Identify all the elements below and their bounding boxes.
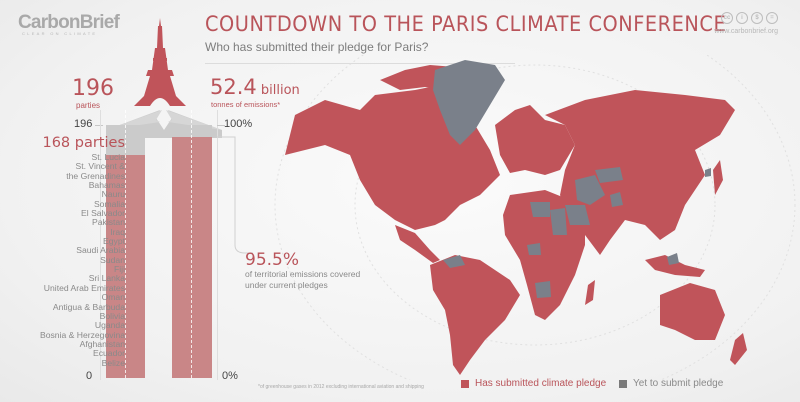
- remaining-countries-list: St. Lucia St. Vincent & the Grenadines B…: [39, 152, 125, 368]
- country-item: Bosnia & Herzegovina: [39, 329, 125, 340]
- parties-bar-centerline: [125, 110, 126, 378]
- country-item: Pakistan: [92, 217, 125, 228]
- left-axis-top: 196: [74, 118, 93, 130]
- noncommercial-icon: $: [751, 12, 763, 24]
- legend-swatch-not-submitted: [619, 379, 627, 388]
- legend-not-submitted: Yet to submit pledge: [619, 378, 723, 389]
- submitted-regions: [285, 65, 747, 375]
- left-axis-line: [100, 110, 101, 380]
- emissions-unit: billion: [256, 83, 300, 98]
- country-item: Oman: [101, 292, 125, 303]
- parties-total: 196: [72, 76, 114, 101]
- left-axis-bottom: 0: [86, 370, 93, 382]
- attribution-icon: i: [736, 12, 748, 24]
- country-item: Antigua & Barbuda: [52, 301, 125, 312]
- footnote: *of greenhouse gases in 2012 excluding i…: [258, 384, 424, 390]
- right-axis-top-tick: [217, 125, 225, 126]
- noderivs-icon: =: [766, 12, 778, 24]
- country-item: Egypt: [103, 236, 125, 247]
- country-item: Iraq: [110, 226, 125, 237]
- country-item: Afghanistan: [79, 338, 125, 349]
- page-title: COUNTDOWN TO THE PARIS CLIMATE CONFERENC…: [205, 12, 727, 36]
- world-map: [274, 55, 796, 380]
- not-submitted-regions: [433, 60, 711, 298]
- emissions-bar-remaining: [172, 125, 212, 137]
- right-axis-top: 100%: [224, 118, 253, 130]
- site-url[interactable]: www.carbonbrief.org: [714, 28, 778, 35]
- carbonbrief-logo: CarbonBrief: [18, 12, 120, 33]
- legend-swatch-submitted: [461, 379, 469, 388]
- emissions-label: tonnes of emissions*: [211, 100, 281, 109]
- covered-percentage: 95.5%: [245, 250, 300, 270]
- right-axis-bottom: 0%: [222, 370, 238, 382]
- emissions-total: 52.4 billion: [210, 75, 300, 99]
- legend-label-not-submitted: Yet to submit pledge: [633, 378, 724, 389]
- country-item: St. Lucia: [91, 152, 125, 162]
- country-item: Somalia: [93, 198, 125, 209]
- emissions-value: 52.4: [210, 75, 257, 99]
- country-item: Bolivia: [99, 310, 125, 321]
- submitted-parties-count: 168 parties: [42, 135, 125, 151]
- eiffel-tower-icon: [134, 18, 186, 106]
- country-item: Sudan: [100, 254, 125, 265]
- country-item: Fiji: [114, 264, 125, 275]
- title-divider: [205, 63, 515, 64]
- license-icons: cc i $ =: [721, 12, 778, 24]
- country-item: Bahamas: [88, 180, 125, 191]
- legend-label-submitted: Has submitted climate pledge: [475, 378, 607, 389]
- country-item: Sri Lanka: [88, 273, 125, 284]
- covered-label-line2: under current pledges: [245, 280, 328, 290]
- parties-total-label: parties: [76, 101, 101, 110]
- covered-bracket: [217, 136, 253, 254]
- covered-label-line1: of territorial emissions covered: [245, 269, 361, 279]
- country-item: St. Vincent &: [75, 161, 125, 172]
- emissions-bar-submitted: [172, 137, 212, 378]
- country-item: the Grenadines: [66, 170, 125, 181]
- country-item: Belize: [101, 357, 125, 368]
- country-item: El Salvador: [81, 208, 125, 219]
- cc-icon: cc: [721, 12, 733, 24]
- logo-tagline: CLEAR ON CLIMATE: [22, 31, 98, 36]
- country-item: United Arab Emirates: [43, 282, 125, 293]
- right-axis-line: [217, 110, 218, 380]
- emissions-bar-centerline: [191, 110, 192, 378]
- left-axis-top-tick: [95, 125, 103, 126]
- legend-submitted: Has submitted climate pledge: [461, 378, 606, 389]
- country-item: Nauru: [101, 189, 125, 200]
- country-item: Saudi Arabia: [76, 245, 125, 256]
- country-item: Uganda: [94, 320, 125, 331]
- page-subtitle: Who has submitted their pledge for Paris…: [205, 40, 429, 54]
- covered-label: of territorial emissions covered under c…: [245, 269, 385, 291]
- country-item: Ecuador: [92, 348, 125, 359]
